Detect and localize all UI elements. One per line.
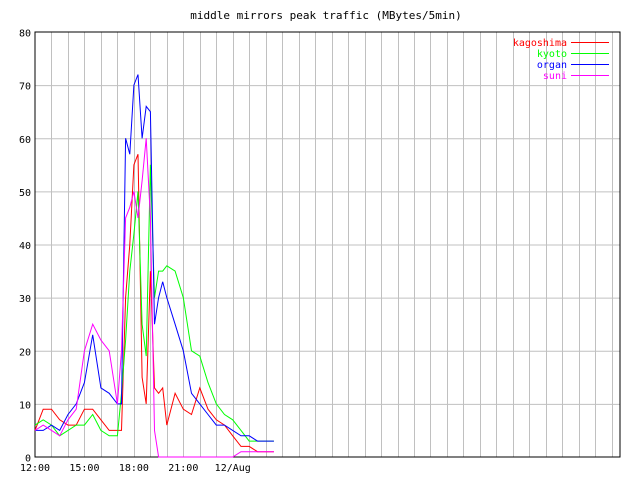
series-lines <box>34 74 274 458</box>
x-tick-label: 12/Aug <box>215 463 251 474</box>
y-tick-label: 40 <box>19 241 31 252</box>
chart-title: middle mirrors peak traffic (MBytes/5min… <box>190 9 462 22</box>
x-tick-label: 15:00 <box>69 463 99 474</box>
plot-frame <box>34 31 621 458</box>
series-line-organ <box>35 74 274 442</box>
y-tick-label: 50 <box>19 188 31 199</box>
y-tick-label: 30 <box>19 294 31 305</box>
x-axis: 12:00 15:00 18:00 21:00 12/Aug <box>20 463 251 474</box>
y-tick-label: 70 <box>19 82 31 93</box>
series-line-suni <box>34 138 274 458</box>
y-tick-label: 0 <box>25 454 31 465</box>
x-tick-label: 12:00 <box>20 463 50 474</box>
legend-label-organ: organ <box>537 60 567 71</box>
x-tick-label: 21:00 <box>168 463 198 474</box>
legend-label-kyoto: kyoto <box>537 49 567 60</box>
x-tick-label: 18:00 <box>119 463 149 474</box>
y-tick-label: 80 <box>19 29 31 40</box>
series-line-kagoshima <box>34 154 274 453</box>
y-tick-label: 10 <box>19 400 31 411</box>
series-line-kyoto <box>34 164 274 442</box>
y-tick-label: 60 <box>19 135 31 146</box>
y-axis: 0 10 20 30 40 50 60 70 80 <box>19 29 31 465</box>
y-tick-label: 20 <box>19 347 31 358</box>
legend-label-suni: suni <box>543 71 567 82</box>
legend-label-kagoshima: kagoshima <box>513 38 567 49</box>
